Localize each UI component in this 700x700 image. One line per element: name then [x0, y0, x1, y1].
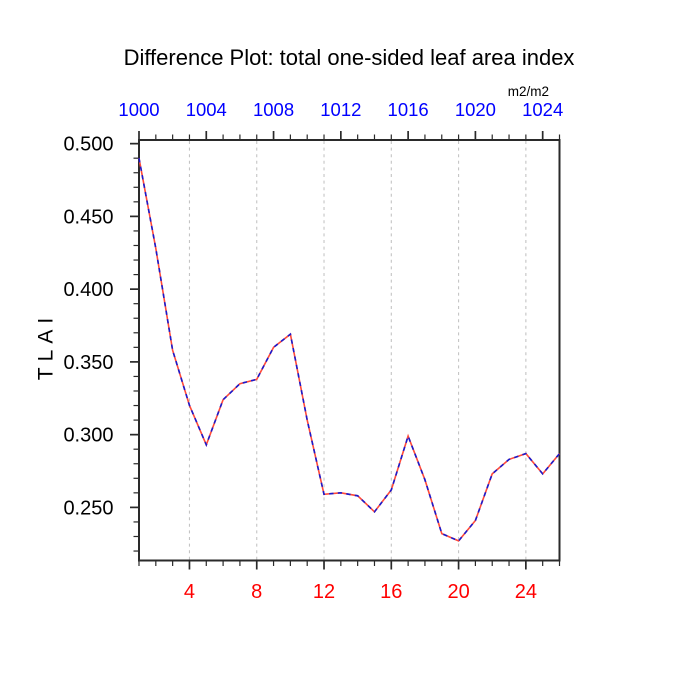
- left-axis-tick-label: 0.500: [63, 134, 113, 156]
- bottom-axis-tick-label: 8: [251, 581, 262, 603]
- bottom-axis-tick-label: 20: [447, 581, 469, 603]
- bottom-axis-tick-label: 4: [184, 581, 195, 603]
- top-axis-tick-label: 1016: [388, 99, 429, 120]
- y-axis-title: TLAI: [35, 312, 58, 380]
- top-axis-tick-label: 1008: [253, 99, 294, 120]
- top-axis-tick-label: 1020: [455, 99, 496, 120]
- left-axis-tick-label: 0.450: [63, 206, 113, 228]
- bottom-axis-tick-label: 24: [515, 581, 537, 603]
- left-axis-tick-label: 0.300: [63, 425, 113, 447]
- plot-area: 1000 1004 1008 1012 1016 1020 1024 4 8 12 16 20 24 0.…: [63, 99, 563, 603]
- top-axis-tick-label: 1012: [320, 99, 361, 120]
- difference-line-red: [138, 158, 561, 542]
- bottom-axis-tick-label: 16: [380, 581, 402, 603]
- left-axis-tick-label: 0.250: [63, 497, 113, 519]
- top-axis-unit-label: m2/m2: [508, 84, 549, 99]
- plot-frame: [138, 139, 561, 562]
- top-axis-tick-label: 1024: [522, 99, 563, 120]
- left-axis-tick-label: 0.350: [63, 352, 113, 374]
- chart-title: Difference Plot: total one-sided leaf ar…: [124, 45, 575, 70]
- bottom-axis-tick-label: 12: [313, 581, 335, 603]
- top-axis-tick-label: 1000: [118, 99, 159, 120]
- difference-line-blue-dashed: [138, 158, 561, 542]
- top-axis-tick-label: 1004: [186, 99, 227, 120]
- left-axis-tick-label: 0.400: [63, 279, 113, 301]
